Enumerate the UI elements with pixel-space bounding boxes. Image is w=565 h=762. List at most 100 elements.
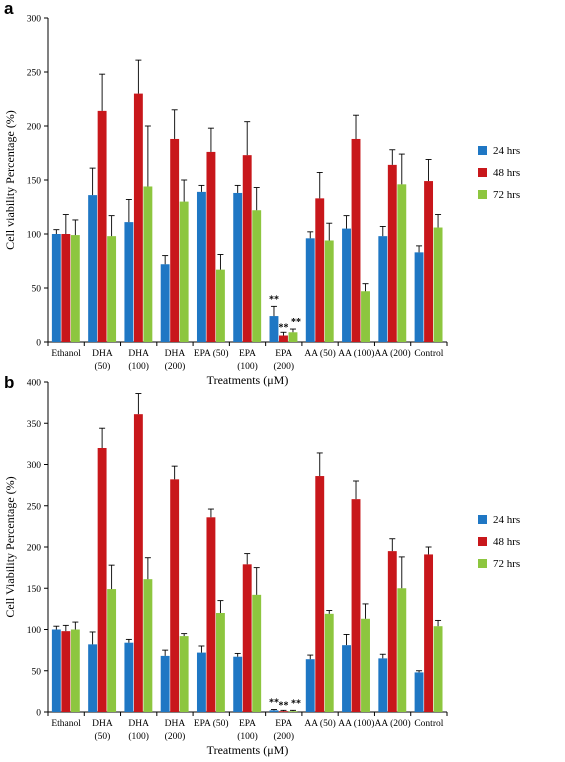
bar	[414, 672, 424, 712]
significance-marker: **	[291, 317, 301, 328]
x-tick-label: AA (200)	[375, 348, 411, 359]
y-axis-label: Cell viability Percentage (%)	[3, 110, 17, 250]
bar	[324, 240, 334, 342]
bar	[170, 138, 180, 342]
legend-swatch	[478, 559, 487, 568]
significance-marker: **	[278, 322, 288, 333]
bar	[179, 636, 189, 712]
y-tick-label: 150	[27, 585, 42, 595]
y-tick-label: 0	[36, 339, 41, 349]
bar	[378, 658, 388, 712]
bar	[397, 588, 407, 712]
bar	[315, 476, 325, 712]
bar	[242, 155, 252, 342]
bar	[342, 645, 351, 712]
bar	[160, 264, 170, 342]
bar	[288, 711, 298, 712]
bar	[288, 332, 298, 342]
bar	[107, 589, 117, 712]
chart-panel-b: b 0 50 100 150 200 250 300 350 400 Cell Viability …	[3, 373, 520, 757]
y-axis-label: Cell Viability Percentage (%)	[3, 476, 17, 617]
x-tick-label: AA (50)	[304, 718, 335, 729]
bar	[196, 652, 206, 712]
bar	[315, 198, 325, 342]
x-tick-label: DHA	[165, 719, 186, 729]
y-tick-label: 150	[27, 177, 42, 187]
x-tick-label: EPA	[275, 719, 292, 729]
x-tick-label: EPA (50)	[194, 348, 229, 359]
bar	[305, 238, 315, 342]
y-tick-label: 400	[27, 379, 42, 389]
bar	[351, 499, 361, 712]
y-tick-label: 100	[27, 626, 42, 636]
bar	[51, 234, 61, 342]
bar	[88, 195, 98, 342]
x-tick-label: Control	[414, 719, 443, 729]
x-tick-label: AA (200)	[375, 718, 411, 729]
x-tick-label: Ethanol	[51, 719, 81, 729]
bar	[143, 579, 153, 712]
bar	[305, 659, 315, 712]
bar	[133, 414, 143, 712]
panel-letter: b	[4, 373, 14, 392]
x-tick-label: EPA	[239, 719, 256, 729]
x-tick-label-line2: (50)	[94, 731, 110, 742]
bar	[88, 644, 98, 712]
y-tick-label: 100	[27, 231, 42, 241]
bar	[70, 235, 80, 342]
bar	[206, 517, 216, 712]
bar	[97, 110, 107, 342]
legend-swatch	[478, 515, 487, 524]
y-tick-label: 250	[27, 502, 42, 512]
x-tick-label-line2: (100)	[237, 361, 258, 372]
bar	[252, 210, 262, 342]
bar	[233, 656, 243, 712]
bar	[269, 316, 279, 342]
legend-swatch	[478, 190, 487, 199]
x-tick-label-line2: (200)	[273, 361, 294, 372]
chart-panel-a: a 0 50 100 150 200 250 300 Cell viability Percen…	[3, 0, 520, 387]
legend-label: 48 hrs	[493, 536, 520, 548]
y-tick-label: 50	[32, 285, 42, 295]
bar	[279, 711, 288, 712]
x-tick-label: EPA	[275, 349, 292, 359]
y-tick-label: 200	[27, 544, 42, 554]
x-tick-label-line2: (100)	[237, 731, 258, 742]
x-tick-label: Control	[414, 349, 443, 359]
x-tick-label-line2: (200)	[165, 731, 186, 742]
bar	[424, 554, 434, 712]
bar	[215, 269, 225, 342]
x-tick-label-line2: (200)	[165, 361, 186, 372]
legend-label: 24 hrs	[493, 145, 520, 157]
x-tick-label: AA (100)	[338, 348, 374, 359]
y-tick-label: 0	[36, 709, 41, 719]
y-tick-label: 350	[27, 420, 42, 430]
panel-letter: a	[4, 0, 14, 18]
bar	[70, 629, 80, 712]
x-tick-label-line2: (100)	[128, 361, 149, 372]
bar	[196, 191, 206, 342]
bar	[433, 227, 443, 342]
bar	[387, 551, 397, 712]
bar	[61, 234, 71, 342]
bar	[397, 184, 407, 342]
bar	[433, 626, 443, 712]
x-tick-label: DHA	[128, 719, 149, 729]
significance-marker: **	[278, 700, 288, 711]
significance-marker: **	[269, 698, 279, 709]
x-tick-label: DHA	[165, 349, 186, 359]
bar	[252, 594, 262, 712]
x-tick-label: EPA (50)	[194, 718, 229, 729]
legend-swatch	[478, 537, 487, 546]
bar	[361, 618, 370, 712]
x-tick-label: Ethanol	[51, 349, 81, 359]
bar	[170, 479, 180, 712]
legend-label: 72 hrs	[493, 189, 520, 201]
bar	[107, 236, 117, 342]
bar	[51, 629, 61, 712]
bar	[387, 164, 397, 342]
x-tick-label: AA (50)	[304, 348, 335, 359]
x-tick-label: DHA	[92, 349, 113, 359]
bar	[233, 192, 243, 342]
significance-marker: **	[291, 698, 301, 709]
